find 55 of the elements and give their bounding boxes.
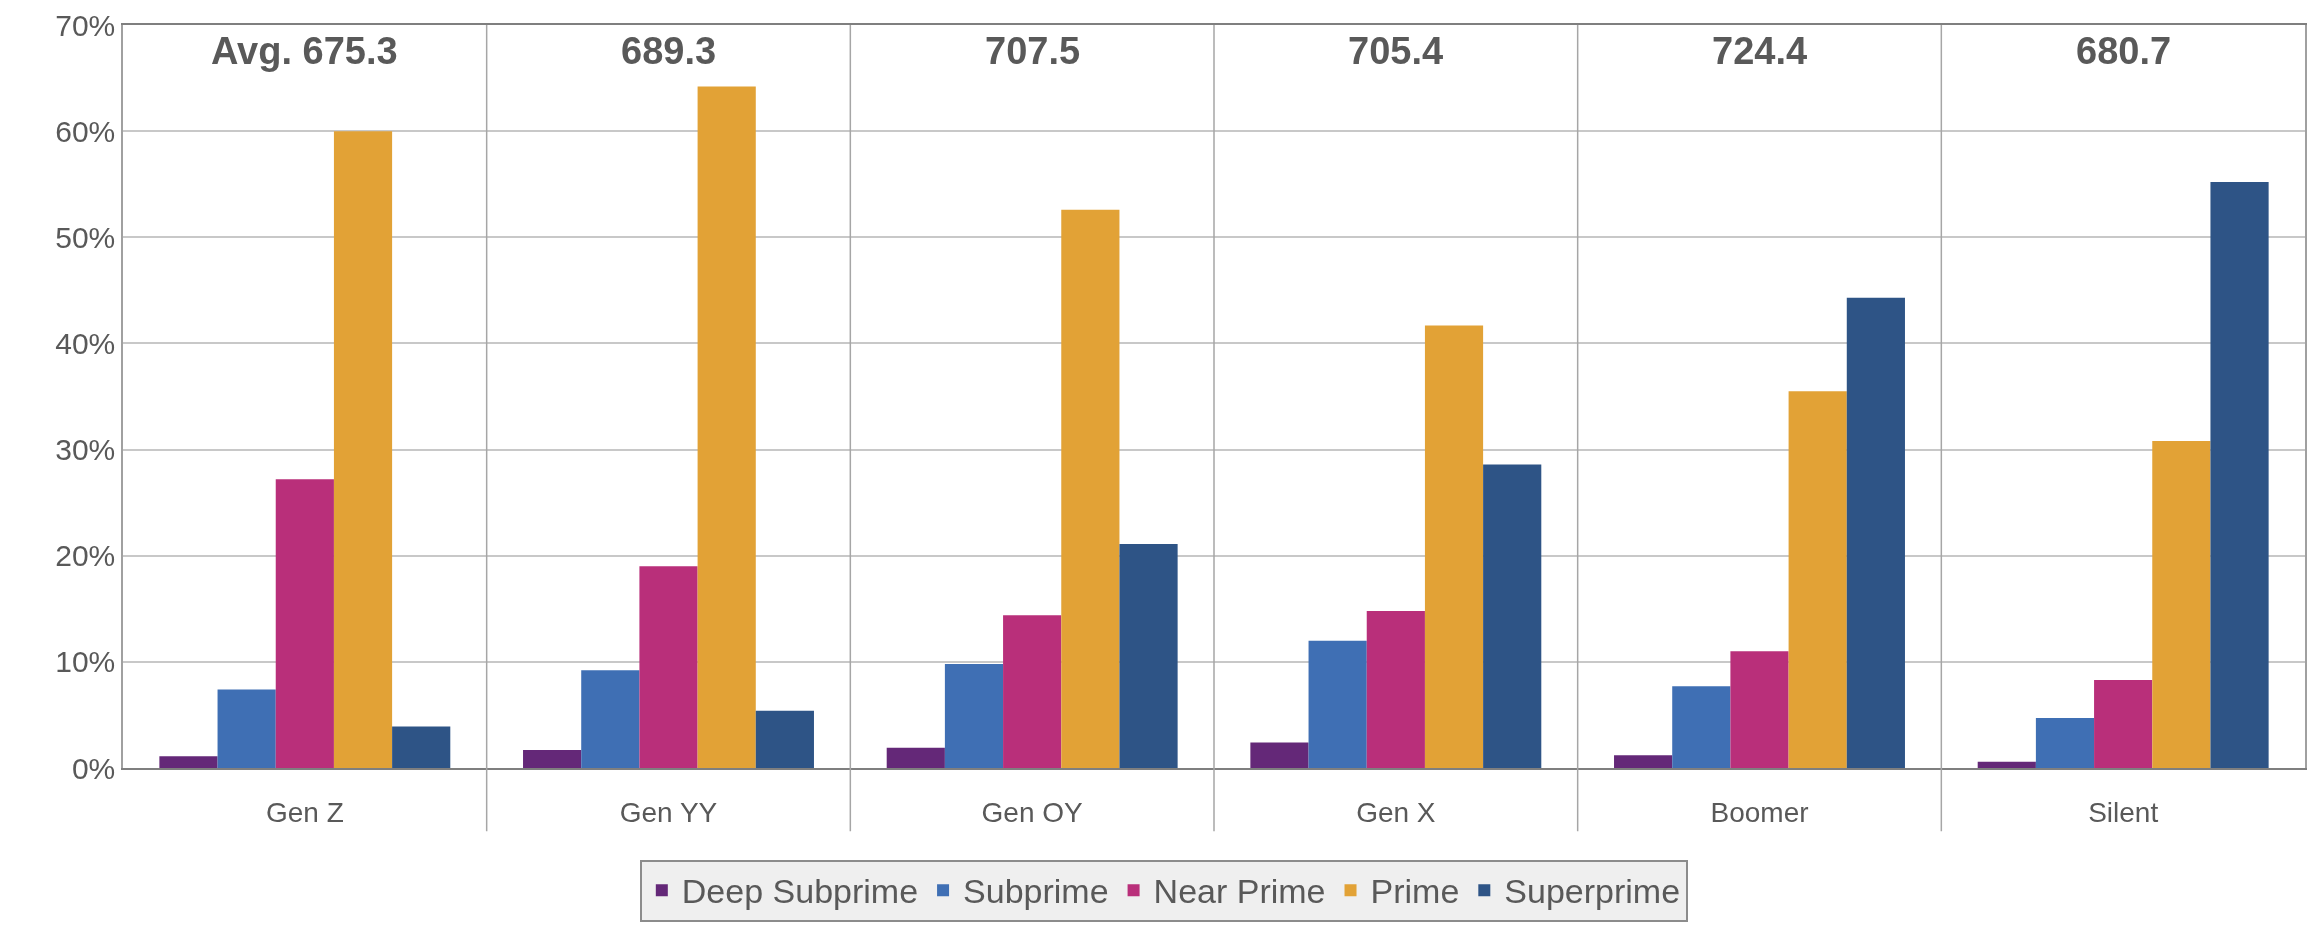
legend-label: Superprime xyxy=(1504,872,1681,911)
bar xyxy=(944,663,1004,768)
annotation: 724.4 xyxy=(1712,30,1808,72)
x-tick-label: Gen Z xyxy=(265,796,344,828)
bar xyxy=(886,747,945,768)
y-tick-label: 40% xyxy=(55,326,116,360)
y-tick-label: 50% xyxy=(55,220,116,254)
bar xyxy=(1250,742,1309,768)
bar xyxy=(217,689,276,768)
bar xyxy=(159,756,218,768)
bar xyxy=(1003,615,1062,768)
x-tick-label: Silent xyxy=(2088,796,2159,828)
bar xyxy=(1061,209,1120,768)
bar xyxy=(581,670,640,768)
bar xyxy=(1483,464,1542,768)
bar xyxy=(1614,755,1673,768)
y-tick-label: 0% xyxy=(71,751,116,785)
bar xyxy=(2210,182,2269,768)
bar xyxy=(1977,761,2036,768)
bar xyxy=(2094,679,2153,768)
bar xyxy=(1730,651,1789,768)
legend-label: Deep Subprime xyxy=(681,872,919,911)
bar xyxy=(1366,610,1425,768)
annotation: 680.7 xyxy=(2076,30,2172,72)
y-tick-label: 70% xyxy=(55,8,116,42)
bar xyxy=(2152,441,2211,768)
annotation: Avg. 675.3 xyxy=(211,30,398,72)
bar xyxy=(2035,718,2095,768)
y-tick-label: 10% xyxy=(55,645,116,679)
annotation: 689.3 xyxy=(621,30,717,72)
annotation: 705.4 xyxy=(1348,30,1444,72)
y-tick-label: 20% xyxy=(55,539,116,573)
bar xyxy=(697,86,756,768)
x-tick-label: Gen YY xyxy=(619,796,718,828)
bar xyxy=(1308,640,1367,768)
x-tick-label: Gen X xyxy=(1356,796,1436,828)
legend-label: Prime xyxy=(1370,872,1460,911)
x-tick-label: Gen OY xyxy=(981,796,1084,828)
bar xyxy=(1788,391,1847,768)
legend-label: Near Prime xyxy=(1153,872,1326,911)
bar xyxy=(392,726,451,768)
bar xyxy=(639,566,698,768)
bar xyxy=(333,131,393,768)
bar xyxy=(1424,325,1484,768)
y-tick-label: 60% xyxy=(55,114,116,148)
bar xyxy=(755,710,814,768)
bar xyxy=(275,479,334,768)
legend-label: Subprime xyxy=(963,872,1109,911)
annotation: 707.5 xyxy=(985,30,1081,72)
bar xyxy=(523,749,582,768)
y-tick-label: 30% xyxy=(55,433,116,467)
x-tick-label: Boomer xyxy=(1710,796,1809,828)
bar xyxy=(1672,686,1731,768)
bar xyxy=(1119,544,1178,768)
bar xyxy=(1846,297,1905,768)
